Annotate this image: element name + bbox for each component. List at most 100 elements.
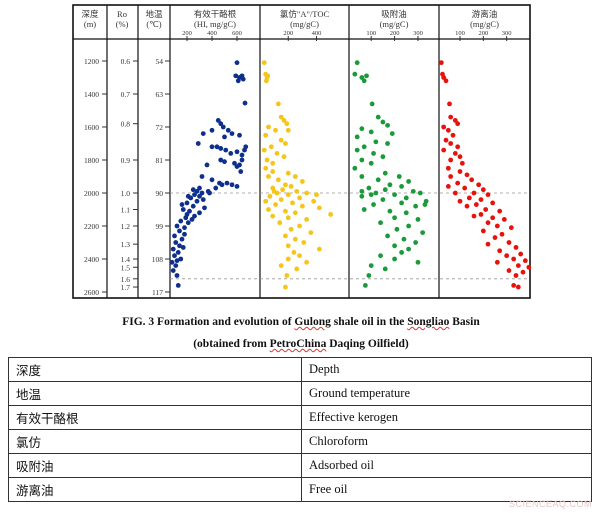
ro-axis-unit: (%) (116, 19, 129, 29)
panel-1-title: 氯仿"A"/TOC (280, 9, 330, 19)
panel-tick-label: 400 (312, 30, 322, 37)
temperature-tick-label: 54 (156, 57, 164, 66)
data-point (224, 180, 230, 186)
data-point (473, 202, 479, 207)
data-point (368, 263, 374, 268)
data-point (239, 157, 245, 163)
data-point (354, 60, 360, 66)
data-point (184, 200, 190, 206)
panel-tick-label: 200 (390, 30, 400, 37)
data-point (448, 157, 454, 163)
data-point (204, 162, 210, 168)
temperature-tick-label: 63 (156, 90, 164, 99)
data-point (285, 215, 291, 221)
data-point (352, 71, 358, 77)
data-point (506, 268, 512, 273)
data-point (192, 213, 197, 219)
data-point (364, 73, 369, 79)
data-point (361, 78, 367, 84)
data-point (328, 212, 334, 217)
figure-caption: FIG. 3 Formation and evolution of Gulong… (0, 316, 602, 328)
data-point (170, 268, 176, 273)
data-point (504, 253, 510, 259)
data-point (199, 174, 205, 179)
data-point (219, 182, 225, 188)
depth-tick-label: 2200 (84, 222, 99, 231)
data-point (263, 165, 269, 171)
data-point (455, 180, 461, 186)
data-point (443, 78, 449, 84)
data-point (308, 230, 314, 236)
data-point (239, 152, 245, 158)
data-point (177, 228, 182, 234)
data-point (285, 243, 291, 249)
data-point (266, 207, 271, 212)
data-point (197, 193, 202, 199)
data-point (263, 198, 269, 204)
data-point (382, 266, 388, 272)
data-point (273, 202, 278, 207)
panel-2-unit: (mg/gC) (380, 19, 409, 29)
data-point (403, 195, 409, 201)
panel-0-title: 有效干酪根 (194, 9, 237, 19)
data-point (225, 127, 231, 133)
data-point (480, 187, 486, 193)
data-point (396, 174, 402, 179)
data-point (392, 243, 397, 249)
data-point (184, 212, 190, 217)
data-point (297, 253, 302, 259)
data-point (178, 218, 184, 224)
table-row: 游离油 Free oil (8, 477, 592, 502)
data-point (480, 228, 486, 234)
data-point (242, 100, 248, 106)
data-point (266, 124, 271, 130)
data-point (403, 210, 409, 216)
data-point (485, 192, 491, 198)
data-point (199, 190, 205, 196)
data-point (392, 192, 397, 198)
data-point (447, 101, 452, 107)
data-point (492, 235, 498, 240)
figure-source: (obtained from PetroChina Daqing Oilfiel… (0, 338, 602, 350)
data-point (448, 174, 454, 179)
data-point (385, 233, 390, 239)
data-point (518, 251, 524, 257)
data-point (441, 124, 447, 130)
data-point (284, 121, 290, 127)
caption-text: shale oil in the (330, 316, 408, 328)
ro-tick-label: 1.7 (121, 283, 131, 292)
data-point (361, 207, 367, 212)
english-term: Effective kerogen (301, 405, 592, 430)
data-point (511, 283, 517, 288)
data-point (197, 185, 202, 191)
data-point (375, 177, 381, 183)
english-term: Depth (301, 357, 592, 382)
data-point (361, 144, 367, 150)
data-point (218, 157, 224, 163)
data-point (455, 144, 461, 150)
data-point (284, 273, 290, 278)
data-point (229, 182, 235, 188)
data-point (422, 202, 428, 207)
table-row: 深度 Depth (8, 357, 592, 382)
data-point (490, 200, 496, 206)
english-term: Adsorbed oil (301, 453, 592, 478)
temperature-tick-label: 117 (152, 288, 163, 297)
panel-2-title: 吸附油 (381, 9, 407, 19)
data-point (202, 205, 207, 211)
data-point (457, 154, 463, 160)
data-point (178, 256, 184, 262)
depth-axis-title: 深度 (81, 9, 99, 19)
glossary-table: 深度 Depth 地温 Ground temperature 有效干酪根 Effect… (8, 357, 592, 502)
data-point (173, 263, 179, 268)
data-point (373, 190, 379, 196)
data-point (263, 132, 269, 138)
data-point (207, 190, 212, 196)
data-point (368, 192, 374, 198)
chinese-term: 游离油 (8, 477, 302, 502)
data-point (263, 78, 269, 84)
panel-3-title: 游离油 (472, 9, 498, 19)
data-point (501, 217, 507, 222)
panel-tick-label: 200 (283, 30, 293, 37)
data-point (177, 243, 182, 249)
